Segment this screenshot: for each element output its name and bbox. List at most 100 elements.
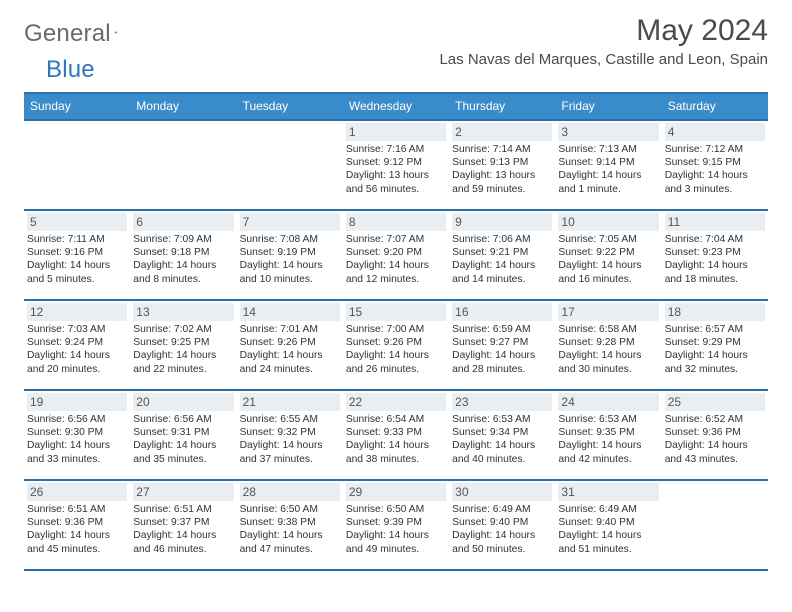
- location-subtitle: Las Navas del Marques, Castille and Leon…: [439, 51, 768, 68]
- day2-line: and 20 minutes.: [27, 363, 127, 376]
- day2-line: and 49 minutes.: [346, 543, 446, 556]
- day-cell: 24Sunrise: 6:53 AMSunset: 9:35 PMDayligh…: [555, 391, 661, 479]
- day-number: 31: [558, 483, 658, 501]
- sunset-line: Sunset: 9:26 PM: [346, 336, 446, 349]
- day2-line: and 30 minutes.: [558, 363, 658, 376]
- day1-line: Daylight: 14 hours: [133, 529, 233, 542]
- day-cell: 31Sunrise: 6:49 AMSunset: 9:40 PMDayligh…: [555, 481, 661, 569]
- day2-line: and 26 minutes.: [346, 363, 446, 376]
- sunrise-line: Sunrise: 6:50 AM: [346, 503, 446, 516]
- sunrise-line: Sunrise: 7:01 AM: [240, 323, 340, 336]
- sunset-line: Sunset: 9:19 PM: [240, 246, 340, 259]
- day1-line: Daylight: 14 hours: [27, 529, 127, 542]
- sunrise-line: Sunrise: 7:02 AM: [133, 323, 233, 336]
- sunset-line: Sunset: 9:37 PM: [133, 516, 233, 529]
- sunset-line: Sunset: 9:32 PM: [240, 426, 340, 439]
- day2-line: and 40 minutes.: [452, 453, 552, 466]
- sunset-line: Sunset: 9:40 PM: [452, 516, 552, 529]
- sunrise-line: Sunrise: 7:16 AM: [346, 143, 446, 156]
- day2-line: and 38 minutes.: [346, 453, 446, 466]
- sunrise-line: Sunrise: 6:49 AM: [452, 503, 552, 516]
- sunrise-line: Sunrise: 7:07 AM: [346, 233, 446, 246]
- sunrise-line: Sunrise: 6:58 AM: [558, 323, 658, 336]
- sunset-line: Sunset: 9:18 PM: [133, 246, 233, 259]
- sunrise-line: Sunrise: 6:54 AM: [346, 413, 446, 426]
- day2-line: and 35 minutes.: [133, 453, 233, 466]
- day2-line: and 12 minutes.: [346, 273, 446, 286]
- day1-line: Daylight: 14 hours: [558, 169, 658, 182]
- sunset-line: Sunset: 9:40 PM: [558, 516, 658, 529]
- sunset-line: Sunset: 9:14 PM: [558, 156, 658, 169]
- day1-line: Daylight: 14 hours: [346, 529, 446, 542]
- day-number: 7: [240, 213, 340, 231]
- day2-line: and 8 minutes.: [133, 273, 233, 286]
- sunrise-line: Sunrise: 7:13 AM: [558, 143, 658, 156]
- sunset-line: Sunset: 9:31 PM: [133, 426, 233, 439]
- sunset-line: Sunset: 9:33 PM: [346, 426, 446, 439]
- day2-line: and 45 minutes.: [27, 543, 127, 556]
- dayname: Friday: [555, 94, 661, 119]
- day2-line: and 14 minutes.: [452, 273, 552, 286]
- sunrise-line: Sunrise: 7:03 AM: [27, 323, 127, 336]
- sunset-line: Sunset: 9:34 PM: [452, 426, 552, 439]
- day-cell: 4Sunrise: 7:12 AMSunset: 9:15 PMDaylight…: [662, 121, 768, 209]
- day-cell: 16Sunrise: 6:59 AMSunset: 9:27 PMDayligh…: [449, 301, 555, 389]
- day-number: 1: [346, 123, 446, 141]
- sunrise-line: Sunrise: 7:05 AM: [558, 233, 658, 246]
- month-title: May 2024: [439, 14, 768, 48]
- day-number: 21: [240, 393, 340, 411]
- day-cell: 19Sunrise: 6:56 AMSunset: 9:30 PMDayligh…: [24, 391, 130, 479]
- sunrise-line: Sunrise: 6:49 AM: [558, 503, 658, 516]
- title-block: May 2024 Las Navas del Marques, Castille…: [439, 14, 768, 68]
- week-row: 1Sunrise: 7:16 AMSunset: 9:12 PMDaylight…: [24, 119, 768, 209]
- week-row: 26Sunrise: 6:51 AMSunset: 9:36 PMDayligh…: [24, 479, 768, 571]
- day-cell: 10Sunrise: 7:05 AMSunset: 9:22 PMDayligh…: [555, 211, 661, 299]
- day-cell: 30Sunrise: 6:49 AMSunset: 9:40 PMDayligh…: [449, 481, 555, 569]
- day2-line: and 22 minutes.: [133, 363, 233, 376]
- dayname: Thursday: [449, 94, 555, 119]
- day-number: 4: [665, 123, 765, 141]
- day-cell: 28Sunrise: 6:50 AMSunset: 9:38 PMDayligh…: [237, 481, 343, 569]
- sunset-line: Sunset: 9:22 PM: [558, 246, 658, 259]
- dayname: Wednesday: [343, 94, 449, 119]
- week-row: 5Sunrise: 7:11 AMSunset: 9:16 PMDaylight…: [24, 209, 768, 299]
- day1-line: Daylight: 14 hours: [452, 349, 552, 362]
- sunrise-line: Sunrise: 7:00 AM: [346, 323, 446, 336]
- day-number: 18: [665, 303, 765, 321]
- day2-line: and 42 minutes.: [558, 453, 658, 466]
- sunset-line: Sunset: 9:35 PM: [558, 426, 658, 439]
- day1-line: Daylight: 14 hours: [558, 349, 658, 362]
- sunrise-line: Sunrise: 6:57 AM: [665, 323, 765, 336]
- day-number: 19: [27, 393, 127, 411]
- sunrise-line: Sunrise: 6:59 AM: [452, 323, 552, 336]
- day2-line: and 37 minutes.: [240, 453, 340, 466]
- day1-line: Daylight: 14 hours: [665, 439, 765, 452]
- day1-line: Daylight: 14 hours: [665, 169, 765, 182]
- week-row: 12Sunrise: 7:03 AMSunset: 9:24 PMDayligh…: [24, 299, 768, 389]
- day2-line: and 43 minutes.: [665, 453, 765, 466]
- day1-line: Daylight: 14 hours: [240, 259, 340, 272]
- day1-line: Daylight: 14 hours: [346, 349, 446, 362]
- brand-name-gray: General: [24, 20, 111, 48]
- day1-line: Daylight: 13 hours: [452, 169, 552, 182]
- sunset-line: Sunset: 9:30 PM: [27, 426, 127, 439]
- sunrise-line: Sunrise: 6:52 AM: [665, 413, 765, 426]
- day-number: 12: [27, 303, 127, 321]
- day-number: 3: [558, 123, 658, 141]
- sunrise-line: Sunrise: 6:53 AM: [452, 413, 552, 426]
- day-number: 25: [665, 393, 765, 411]
- empty-cell: [662, 481, 768, 569]
- day1-line: Daylight: 14 hours: [452, 439, 552, 452]
- day2-line: and 59 minutes.: [452, 183, 552, 196]
- day1-line: Daylight: 14 hours: [27, 349, 127, 362]
- day-number: 26: [27, 483, 127, 501]
- day-number: 10: [558, 213, 658, 231]
- sunrise-line: Sunrise: 6:50 AM: [240, 503, 340, 516]
- day-number: 16: [452, 303, 552, 321]
- day2-line: and 28 minutes.: [452, 363, 552, 376]
- day1-line: Daylight: 14 hours: [133, 439, 233, 452]
- dayname: Saturday: [662, 94, 768, 119]
- day2-line: and 1 minute.: [558, 183, 658, 196]
- day-number: 5: [27, 213, 127, 231]
- day2-line: and 10 minutes.: [240, 273, 340, 286]
